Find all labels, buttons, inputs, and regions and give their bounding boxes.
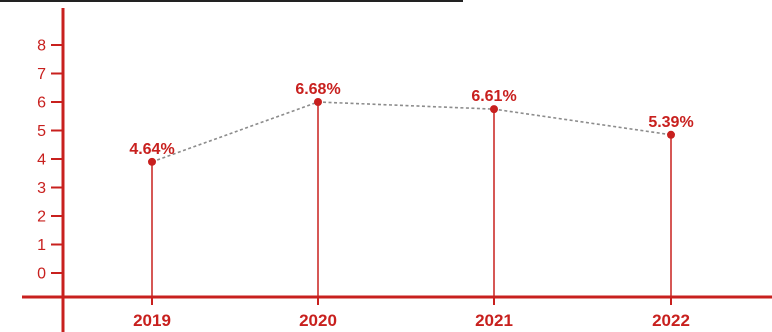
- x-tick-label: 2020: [299, 311, 337, 330]
- y-tick-label: 1: [37, 237, 46, 254]
- data-point: [490, 105, 498, 114]
- y-tick-label: 6: [37, 95, 46, 112]
- y-tick-label: 8: [37, 38, 46, 55]
- y-tick-label: 4: [37, 152, 46, 169]
- y-tick-label: 5: [37, 123, 46, 140]
- header-bar: [0, 0, 463, 2]
- x-tick-label: 2021: [475, 311, 513, 330]
- data-label: 5.39%: [648, 114, 693, 131]
- data-label: 6.61%: [471, 88, 516, 105]
- data-point: [667, 130, 675, 139]
- y-tick-label: 0: [37, 266, 46, 283]
- series-line: [151, 101, 672, 163]
- data-point: [314, 98, 322, 106]
- x-tick-label: 2019: [133, 311, 171, 330]
- y-tick-label: 7: [37, 66, 46, 83]
- y-tick-label: 2: [37, 209, 46, 226]
- data-label: 6.68%: [295, 81, 340, 98]
- x-tick-label: 2022: [652, 311, 690, 330]
- data-point: [148, 157, 156, 166]
- y-tick-label: 3: [37, 180, 46, 197]
- data-label: 4.64%: [129, 141, 174, 158]
